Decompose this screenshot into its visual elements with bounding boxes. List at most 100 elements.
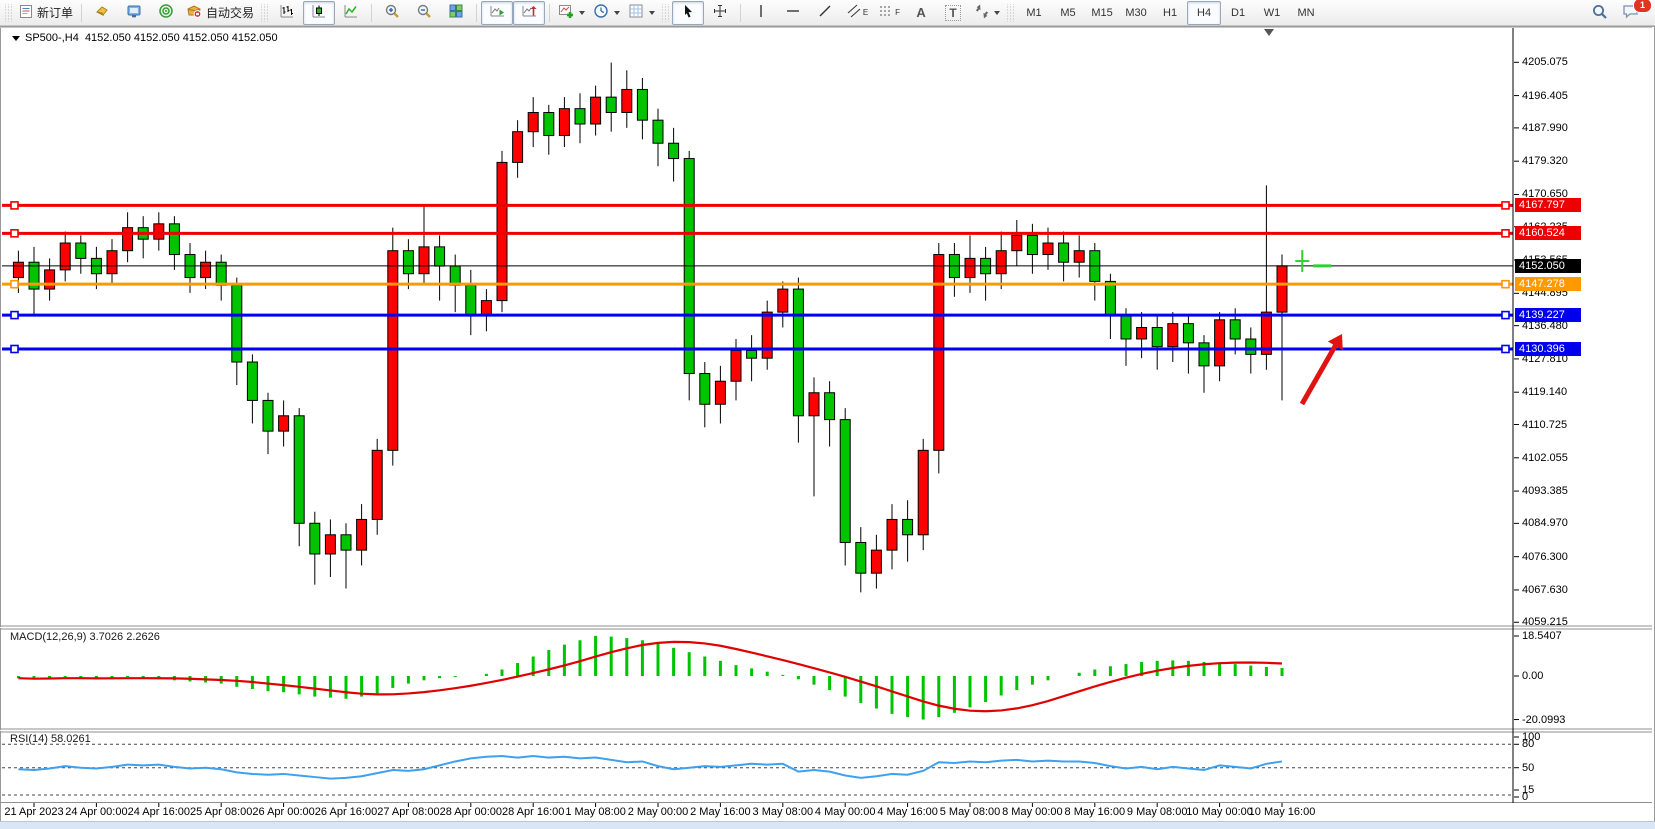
- date-axis[interactable]: 21 Apr 2023 24 Apr 00:00 24 Apr 16:00 25 Ap…: [0, 806, 1513, 822]
- timeframe-w1-button[interactable]: W1: [1255, 1, 1289, 25]
- new-order-icon: [19, 4, 34, 22]
- auto-trading-button[interactable]: 自动交易: [182, 1, 258, 25]
- periods-caret-icon: [614, 10, 621, 15]
- fibo-letter: F: [895, 8, 900, 17]
- timeframe-m30-button[interactable]: M30: [1119, 1, 1153, 25]
- zoom-in-button[interactable]: [376, 1, 408, 25]
- timeframe-label: M5: [1060, 6, 1076, 19]
- line-chart-type-button[interactable]: [335, 1, 367, 25]
- channel-letter: E: [862, 8, 869, 17]
- crosshair-icon: [712, 3, 728, 22]
- fibonacci-tool-button[interactable]: F: [873, 1, 905, 25]
- market-watch-icon: [126, 3, 142, 22]
- channel-tool-button[interactable]: E: [841, 1, 873, 25]
- toolbar-grip: [1007, 3, 1015, 22]
- rsi-name: RSI(14): [10, 733, 48, 745]
- templates-button[interactable]: [624, 1, 659, 25]
- timeframe-d1-button[interactable]: D1: [1221, 1, 1255, 25]
- macd-signal-value: 2.2626: [126, 631, 160, 643]
- macd-axis-label: 0.00: [1522, 670, 1544, 682]
- toolbar-separator: [740, 3, 742, 22]
- text-tool-button[interactable]: A: [905, 1, 937, 25]
- arrows-tool-button[interactable]: [969, 1, 1004, 25]
- zoom-out-button[interactable]: [408, 1, 440, 25]
- vertical-line-icon: [755, 3, 767, 22]
- current-price-tag: 4152.050: [1515, 258, 1581, 273]
- cursor-tool-button[interactable]: [672, 0, 705, 25]
- candlestick-icon: [311, 3, 327, 22]
- ohlc-values: 4152.050 4152.050 4152.050 4152.050: [84, 32, 278, 44]
- chart-window: [0, 26, 1655, 822]
- indicators-caret-icon: [579, 10, 586, 15]
- date-axis-label: 25 Apr 08:00: [189, 806, 253, 818]
- trendline-tool-button[interactable]: [809, 1, 841, 25]
- chart-shift-marker-icon[interactable]: [1264, 29, 1274, 36]
- text-label-tool-button[interactable]: T: [937, 1, 969, 25]
- chart-objects-dropdown-icon[interactable]: [12, 35, 20, 41]
- date-axis-label: 4 May 00:00: [814, 806, 876, 818]
- line-price-tag: 4160.524: [1515, 226, 1581, 241]
- market-watch-button[interactable]: [118, 1, 150, 25]
- profiles-button[interactable]: [86, 1, 118, 25]
- navigator-button[interactable]: [150, 1, 182, 25]
- rsi-axis-label: 100: [1522, 731, 1541, 743]
- notifications-button[interactable]: 1: [1615, 0, 1652, 25]
- price-axis-label: 4136.480: [1522, 319, 1568, 332]
- toolbar-grip: [261, 3, 269, 22]
- rsi-axis-label: 80: [1522, 738, 1535, 751]
- timeframe-mn-button[interactable]: MN: [1289, 1, 1323, 25]
- indicators-button[interactable]: [554, 1, 589, 25]
- search-button[interactable]: [1583, 1, 1615, 25]
- periods-button[interactable]: [589, 1, 624, 25]
- timeframe-label: M30: [1125, 6, 1147, 19]
- timeframe-m15-button[interactable]: M15: [1085, 1, 1119, 25]
- date-axis-label: 26 Apr 00:00: [252, 806, 315, 818]
- crosshair-tool-button[interactable]: [704, 1, 736, 25]
- search-icon: [1591, 3, 1608, 23]
- date-axis-label: 28 Apr 00:00: [439, 806, 502, 818]
- label-tool-letter: T: [945, 4, 961, 21]
- zoom-out-icon: [416, 3, 432, 22]
- tile-windows-button[interactable]: [440, 1, 472, 25]
- price-axis-label: 4093.385: [1522, 485, 1568, 498]
- rsi-axis-label: 15: [1522, 784, 1535, 796]
- new-order-label: 新订单: [37, 6, 74, 20]
- arrows-caret-icon: [994, 10, 1001, 15]
- auto-scroll-button[interactable]: [481, 0, 514, 25]
- toolbar-separator: [371, 3, 373, 22]
- horizontal-line-tool-button[interactable]: [777, 1, 809, 25]
- macd-axis-label: -20.0993: [1522, 713, 1566, 726]
- date-axis-label: 2 May 16:00: [690, 806, 751, 818]
- toolbar-grip: [5, 3, 12, 22]
- price-axis-label: 4170.650: [1522, 188, 1568, 201]
- cursor-arrow-icon: [681, 4, 695, 22]
- timeframe-label: M15: [1091, 6, 1113, 19]
- timeframe-h4-button[interactable]: H4: [1187, 0, 1222, 25]
- tile-windows-icon: [448, 3, 464, 22]
- price-axis-label: 4102.055: [1522, 451, 1568, 464]
- templates-caret-icon: [649, 10, 656, 15]
- date-axis-label: 21 Apr 2023: [4, 806, 64, 818]
- macd-name: MACD(12,26,9): [10, 631, 87, 643]
- timeframe-label: H4: [1197, 6, 1212, 19]
- chart-shift-button[interactable]: [513, 0, 546, 25]
- toolbar-separator: [81, 3, 83, 22]
- symbol-period-label: SP500-,H4: [25, 32, 79, 44]
- toolbar-separator: [549, 3, 551, 22]
- line-price-tag: 4130.396: [1515, 341, 1581, 356]
- horizontal-line-icon: [785, 3, 801, 22]
- new-order-button[interactable]: 新订单: [15, 1, 77, 25]
- timeframe-m5-button[interactable]: M5: [1051, 1, 1085, 25]
- vertical-line-tool-button[interactable]: [745, 1, 777, 25]
- timeframe-m1-button[interactable]: M1: [1017, 1, 1051, 25]
- date-axis-label: 3 May 08:00: [752, 806, 814, 818]
- chart-shift-icon: [521, 3, 538, 22]
- price-axis[interactable]: 4167.797 4160.524 4152.050 4147.278 4139.227…: [1513, 26, 1655, 804]
- timeframe-h1-button[interactable]: H1: [1153, 1, 1187, 25]
- price-axis-label: 4084.970: [1522, 517, 1568, 530]
- auto-scroll-icon: [489, 3, 506, 22]
- candlestick-chart-type-button[interactable]: [303, 0, 336, 25]
- bar-chart-type-button[interactable]: [271, 1, 303, 25]
- date-axis-label: 28 Apr 16:00: [501, 806, 565, 818]
- auto-trading-label: 自动交易: [206, 6, 255, 20]
